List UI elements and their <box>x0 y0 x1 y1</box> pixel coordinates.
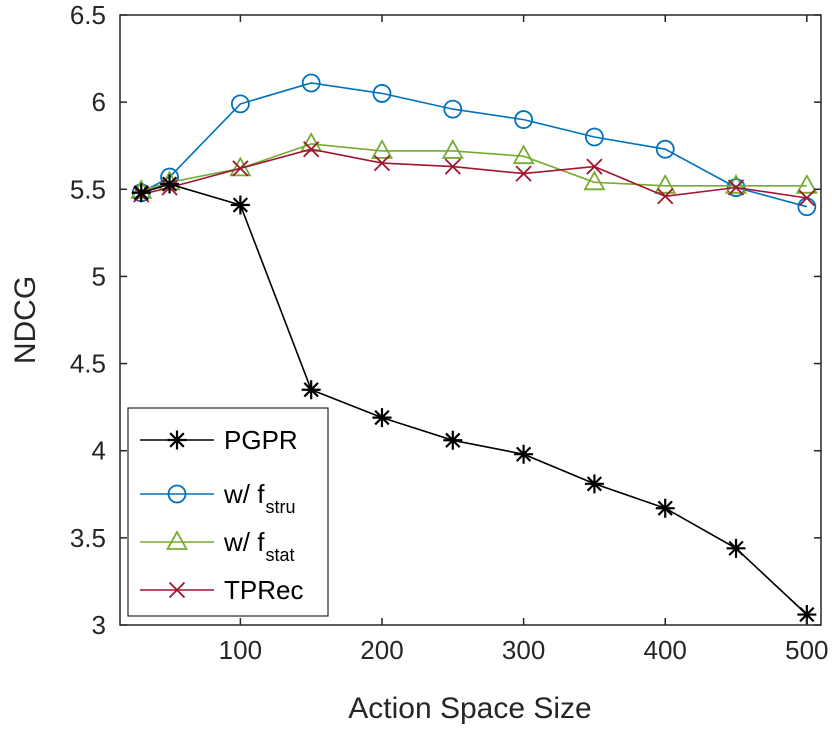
data-point-pgpr <box>797 605 817 625</box>
y-tick-label: 4 <box>92 436 106 466</box>
data-point-w-f-stru <box>301 73 321 93</box>
data-point-tprec <box>586 158 603 175</box>
data-point-tprec <box>657 188 674 205</box>
series-layer <box>130 73 818 625</box>
x-tick-label: 400 <box>644 635 687 665</box>
data-point-w-f-stat <box>654 173 677 194</box>
data-point-w-f-stru <box>443 99 463 119</box>
data-point-pgpr <box>301 380 321 400</box>
data-point-pgpr <box>160 174 180 194</box>
data-point-tprec <box>444 158 461 175</box>
data-point-tprec <box>303 141 320 158</box>
legend-marker-pgpr <box>167 430 187 450</box>
data-point-pgpr <box>655 498 675 518</box>
data-point-tprec <box>798 189 815 207</box>
x-tick-label: 500 <box>785 635 828 665</box>
legend-entry-tprec: TPRec <box>140 575 303 605</box>
legend-entry-w-f-stru: w/ fstru <box>140 479 295 517</box>
legend-marker-w-f-stat <box>165 530 189 550</box>
series-pgpr <box>131 174 817 625</box>
data-point-w-f-stat <box>370 139 394 159</box>
data-point-w-f-stat <box>300 132 323 152</box>
legend-label-w-f-stat: w/ fstat <box>223 527 294 565</box>
data-point-tprec <box>373 155 391 172</box>
legend-marker-tprec <box>168 581 186 599</box>
legend-label-tprec: TPRec <box>224 575 303 605</box>
legend-entry-w-f-stat: w/ fstat <box>140 527 294 565</box>
data-point-w-f-stat <box>583 170 606 191</box>
data-point-w-f-stat <box>724 173 748 194</box>
legend-label-pgpr: PGPR <box>224 425 298 455</box>
data-point-pgpr <box>726 538 746 558</box>
legend-box <box>127 407 329 617</box>
data-point-w-f-stru <box>372 84 392 103</box>
legend-entry-pgpr: PGPR <box>140 425 298 455</box>
data-point-w-f-stru <box>514 110 534 129</box>
x-axis-label: Action Space Size <box>348 692 591 725</box>
legend: PGPR w/ fstru w/ fstat TPRec <box>127 407 329 617</box>
legend-label-w-f-stru: w/ fstru <box>223 479 295 517</box>
y-tick-label: 3.5 <box>70 523 106 553</box>
series-line-w-f-stat <box>140 143 807 192</box>
y-tick-label: 6.5 <box>70 0 106 30</box>
data-point-pgpr <box>131 183 151 203</box>
legend-marker-w-f-stru <box>167 484 187 504</box>
data-point-tprec <box>232 160 249 177</box>
data-point-w-f-stru <box>655 139 675 159</box>
data-point-w-f-stat <box>512 144 535 165</box>
x-tick-label: 300 <box>502 635 545 665</box>
tick-layer: 100 200 300 400 500 3 3.5 4 4.5 5 5.5 6 6.5 <box>70 0 829 665</box>
data-point-pgpr <box>443 430 463 450</box>
x-tick-label: 200 <box>360 635 403 665</box>
y-tick-label: 3 <box>92 610 106 640</box>
series-w-f-stat <box>130 132 818 199</box>
y-tick-label: 6 <box>92 87 106 117</box>
data-point-pgpr <box>514 444 534 464</box>
y-axis-label: NDCG <box>9 276 42 364</box>
plot-frame <box>119 14 822 626</box>
series-tprec <box>133 141 815 207</box>
data-point-w-f-stat <box>795 173 818 194</box>
y-tick-label: 5.5 <box>70 174 106 204</box>
x-tick-label: 100 <box>219 635 262 665</box>
data-point-w-f-stru <box>230 94 250 114</box>
data-point-w-f-stru <box>585 127 604 147</box>
data-point-pgpr <box>584 474 604 494</box>
data-point-w-f-stru <box>726 178 746 197</box>
data-point-pgpr <box>230 195 250 215</box>
y-tick-label: 5 <box>92 261 106 291</box>
data-point-w-f-stat <box>441 139 464 159</box>
data-point-tprec <box>515 165 532 182</box>
series-line-w-f-stru <box>140 82 808 208</box>
y-tick-label: 4.5 <box>70 349 106 379</box>
data-point-pgpr <box>372 408 392 428</box>
data-point-tprec <box>727 179 745 196</box>
